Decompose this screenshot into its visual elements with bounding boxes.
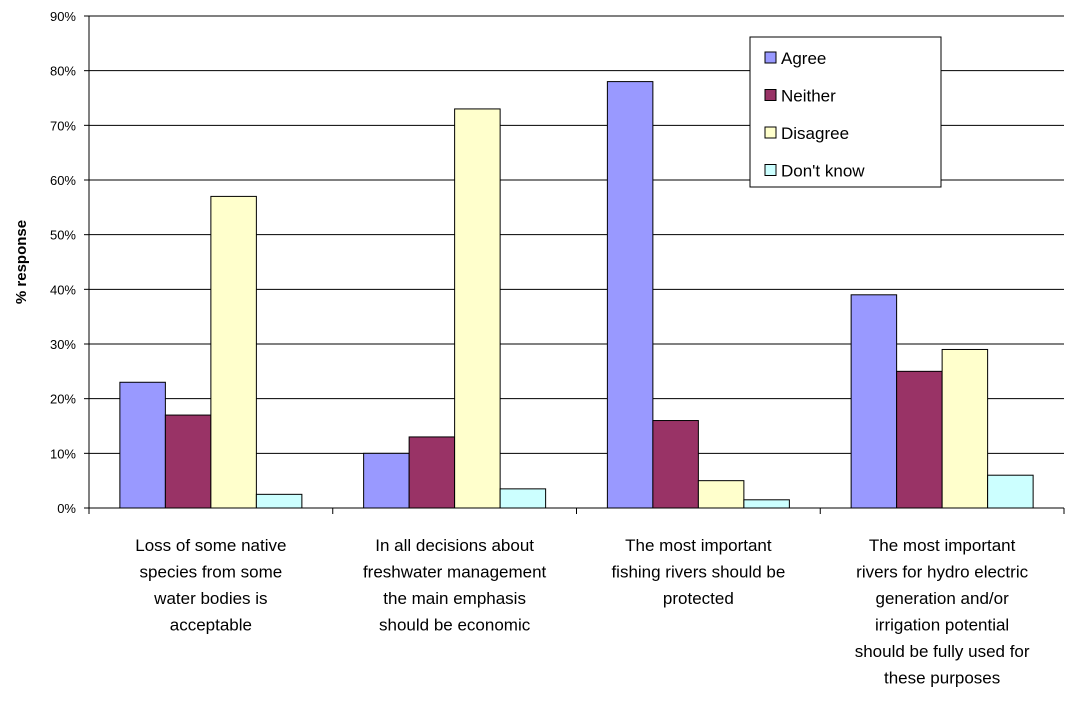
bar-disagree-1: [454, 108, 501, 509]
y-tick-label: 60%: [50, 173, 76, 188]
bar-don-t-know-3: [987, 474, 1034, 509]
bar-don-t-know-1: [499, 488, 547, 509]
bar-neither-1: [408, 436, 456, 509]
bar-agree-1: [363, 452, 410, 509]
bar-neither-0: [164, 414, 212, 509]
bar-disagree-0: [210, 195, 257, 509]
bar-don-t-know-2: [743, 499, 790, 509]
bar-agree-0: [119, 381, 166, 509]
y-tick-label: 0%: [57, 501, 76, 516]
bar-neither-3: [896, 370, 943, 509]
x-category-label: In all decisions about freshwater managem…: [363, 536, 547, 635]
labels: 0% 10% 20% 30% 40% 50% 60% 70% 80% 90% % response L…: [13, 9, 1030, 688]
y-axis-title: % response: [13, 220, 30, 304]
bar-don-t-know-0: [255, 493, 303, 509]
y-tick-label: 20%: [50, 392, 76, 407]
legend: Agree Neither Disagree Don't know: [749, 36, 942, 188]
legend-label: Disagree: [781, 124, 849, 143]
y-tick-label: 40%: [50, 282, 76, 297]
bar-disagree-2: [697, 480, 745, 509]
y-tick-label: 70%: [50, 118, 76, 133]
legend-swatch: [764, 164, 777, 176]
y-tick-label: 50%: [50, 228, 76, 243]
x-category-label: Loss of some native species from some wate…: [135, 536, 286, 635]
bar-agree-2: [606, 81, 654, 509]
x-category-label: The most important rivers for hydro elect…: [855, 536, 1030, 688]
bar-agree-3: [850, 294, 898, 509]
bar-disagree-3: [941, 348, 989, 509]
y-tick-label: 30%: [50, 337, 76, 352]
y-tick-label: 80%: [50, 64, 76, 79]
legend-label: Agree: [781, 49, 826, 68]
legend-swatch: [764, 89, 777, 101]
bars: [119, 81, 1034, 509]
legend-swatch: [764, 126, 777, 139]
legend-box: [749, 36, 942, 188]
x-category-label: The most important fishing rivers should …: [611, 536, 785, 608]
legend-label: Don't know: [781, 162, 865, 181]
y-tick-label: 90%: [50, 9, 76, 24]
axes: [84, 15, 1065, 514]
legend-label: Neither: [781, 87, 836, 106]
legend-swatch: [764, 51, 777, 64]
bar-neither-2: [652, 420, 699, 509]
y-tick-label: 10%: [50, 446, 76, 461]
